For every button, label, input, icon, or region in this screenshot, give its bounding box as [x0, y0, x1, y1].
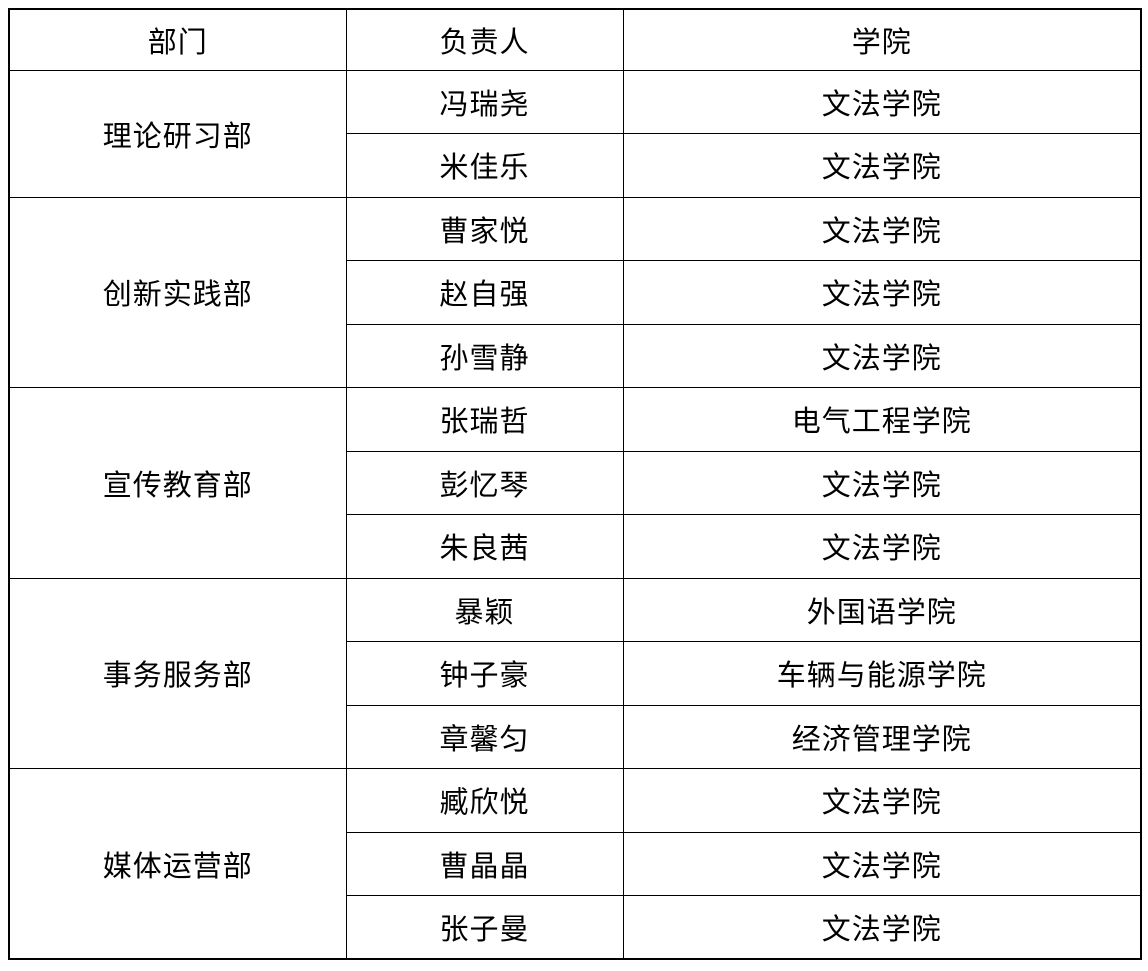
leader-name-cell: 赵自强 — [345, 260, 624, 325]
college-cell: 文法学院 — [622, 323, 1142, 388]
leader-name-cell: 暴颖 — [345, 577, 624, 642]
department-cell: 事务服务部 — [8, 577, 347, 769]
leader-name-cell: 曹晶晶 — [345, 831, 624, 896]
column-header-leader: 负责人 — [345, 8, 624, 71]
table-row: 理论研习部 冯瑞尧 文法学院 — [8, 69, 1142, 198]
leader-name-cell: 张瑞哲 — [345, 387, 624, 452]
column-header-department: 部门 — [8, 8, 347, 71]
department-cell: 理论研习部 — [8, 69, 347, 198]
table-row: 宣传教育部 张瑞哲 电气工程学院 — [8, 387, 1142, 579]
college-cell: 文法学院 — [622, 450, 1142, 515]
department-cell: 创新实践部 — [8, 196, 347, 388]
leader-name-cell: 米佳乐 — [345, 133, 624, 198]
leader-name-cell: 张子曼 — [345, 895, 624, 960]
table-row: 曹晶晶 文法学院 — [9, 831, 1142, 896]
college-cell: 车辆与能源学院 — [622, 641, 1142, 706]
table-row: 创新实践部 曹家悦 文法学院 — [8, 196, 1142, 388]
column-header-college: 学院 — [622, 8, 1142, 71]
table-row: 米佳乐 文法学院 — [9, 133, 1142, 198]
college-cell: 经济管理学院 — [622, 704, 1142, 769]
table-row: 孙雪静 文法学院 — [9, 323, 1142, 388]
table-body: 理论研习部 冯瑞尧 文法学院 米佳乐 文法学院 创新实践部 曹家悦 文法学院 赵自强 文法学院 孙雪… — [8, 69, 1142, 960]
college-cell: 文法学院 — [622, 831, 1142, 896]
college-cell: 文法学院 — [622, 260, 1142, 325]
department-cell: 宣传教育部 — [8, 387, 347, 579]
leader-name-cell: 曹家悦 — [345, 196, 624, 261]
table-row: 钟子豪 车辆与能源学院 — [9, 641, 1142, 706]
department-roster-table: 部门 负责人 学院 理论研习部 冯瑞尧 文法学院 米佳乐 文法学院 创新实践部 曹家悦 文法学… — [8, 8, 1142, 960]
department-cell: 媒体运营部 — [8, 768, 347, 960]
leader-name-cell: 彭忆琴 — [345, 450, 624, 515]
college-cell: 电气工程学院 — [622, 387, 1142, 452]
table-header-row: 部门 负责人 学院 — [8, 8, 1142, 71]
leader-name-cell: 钟子豪 — [345, 641, 624, 706]
table-row: 朱良茜 文法学院 — [9, 514, 1142, 579]
table-row: 媒体运营部 臧欣悦 文法学院 — [8, 768, 1142, 960]
leader-name-cell: 章馨匀 — [345, 704, 624, 769]
leader-name-cell: 臧欣悦 — [345, 768, 624, 833]
college-cell: 文法学院 — [622, 514, 1142, 579]
college-cell: 文法学院 — [622, 196, 1142, 261]
college-cell: 外国语学院 — [622, 577, 1142, 642]
table-row: 章馨匀 经济管理学院 — [9, 704, 1142, 769]
table-row: 张子曼 文法学院 — [9, 895, 1142, 960]
college-cell: 文法学院 — [622, 133, 1142, 198]
college-cell: 文法学院 — [622, 768, 1142, 833]
table-row: 事务服务部 暴颖 外国语学院 — [8, 577, 1142, 769]
college-cell: 文法学院 — [622, 69, 1142, 134]
leader-name-cell: 冯瑞尧 — [345, 69, 624, 134]
college-cell: 文法学院 — [622, 895, 1142, 960]
leader-name-cell: 孙雪静 — [345, 323, 624, 388]
leader-name-cell: 朱良茜 — [345, 514, 624, 579]
